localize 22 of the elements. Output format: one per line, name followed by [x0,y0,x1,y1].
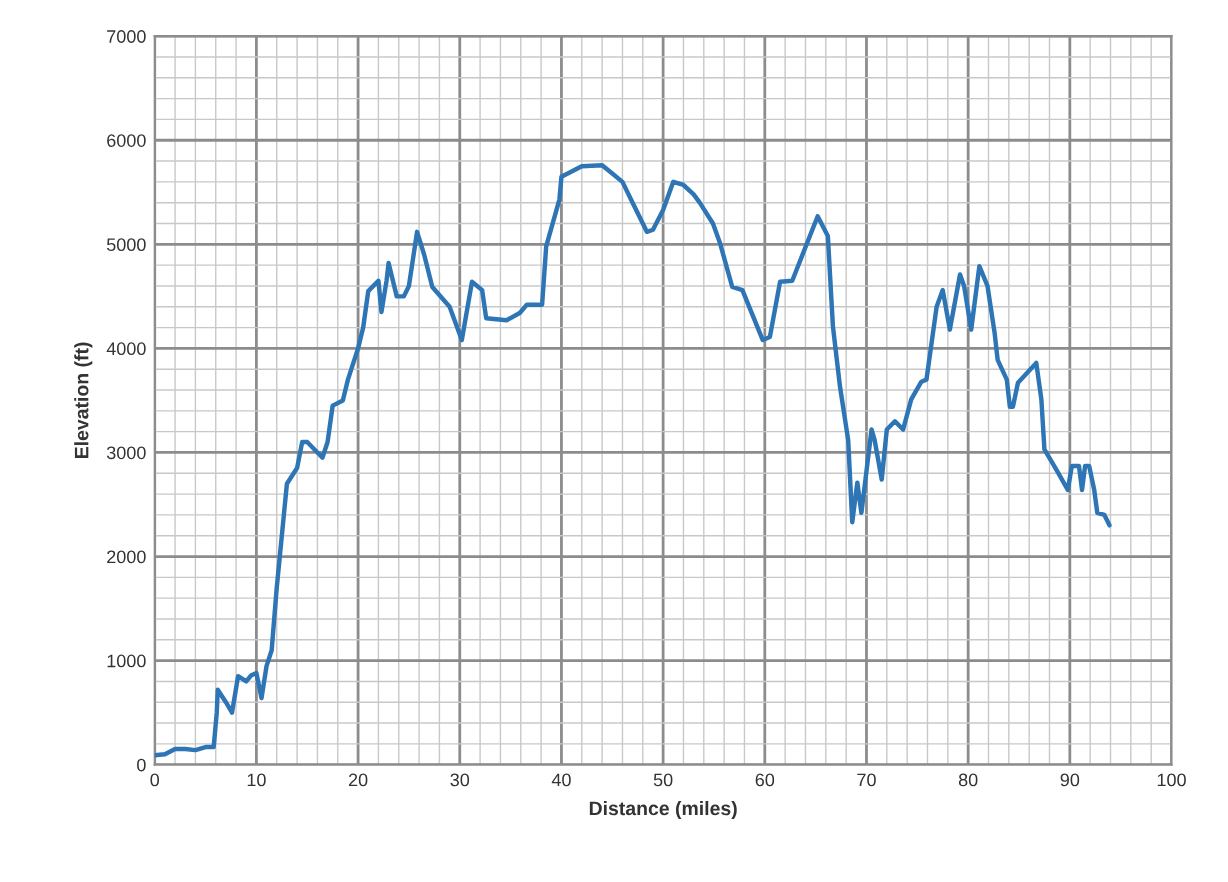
x-tick-label: 60 [755,773,775,787]
x-tick-label: 0 [150,773,160,787]
x-tick-label: 80 [958,773,978,787]
x-tick-label: 50 [653,773,673,787]
y-tick-label: 1000 [107,654,146,668]
x-tick-label: 40 [551,773,571,787]
line-series [154,163,1112,758]
y-tick-label: 4000 [106,342,146,356]
y-tick-label: 0 [137,758,146,772]
y-tick-label: 2000 [107,550,146,564]
y-tick-label: 5000 [106,238,146,252]
x-tick-label: 10 [247,773,266,787]
y-axis-title: Elevation (ft) [74,342,93,458]
x-axis-title: Distance (miles) [589,800,737,820]
x-tick-label: 100 [1157,773,1186,787]
x-tick-label: 30 [450,773,470,787]
y-tick-label: 3000 [106,446,146,460]
y-tick-label: 6000 [107,134,146,147]
x-tick-label: 20 [348,773,368,787]
x-tick-label: 70 [857,773,876,787]
x-tick-label: 90 [1060,773,1080,787]
y-tick-label: 7000 [107,30,146,43]
